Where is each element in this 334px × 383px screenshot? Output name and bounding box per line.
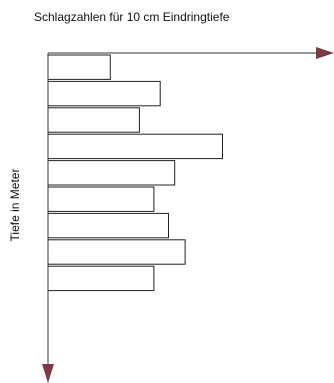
bar-4 — [47, 133, 223, 160]
bar-6 — [47, 186, 155, 212]
x-axis-arrow-icon — [316, 47, 334, 59]
y-axis-label: Tiefe in Meter — [8, 169, 22, 242]
bar-5 — [47, 160, 176, 186]
bar-9 — [47, 265, 155, 292]
bars-layer — [47, 54, 223, 292]
bar-3 — [47, 107, 140, 133]
y-axis-arrow-icon — [42, 364, 54, 383]
chart-title: Schlagzahlen für 10 cm Eindringtiefe — [34, 10, 230, 24]
bar-8 — [47, 239, 186, 265]
bar-2 — [47, 80, 161, 107]
bar-7 — [47, 212, 169, 239]
bar-1 — [47, 54, 111, 80]
